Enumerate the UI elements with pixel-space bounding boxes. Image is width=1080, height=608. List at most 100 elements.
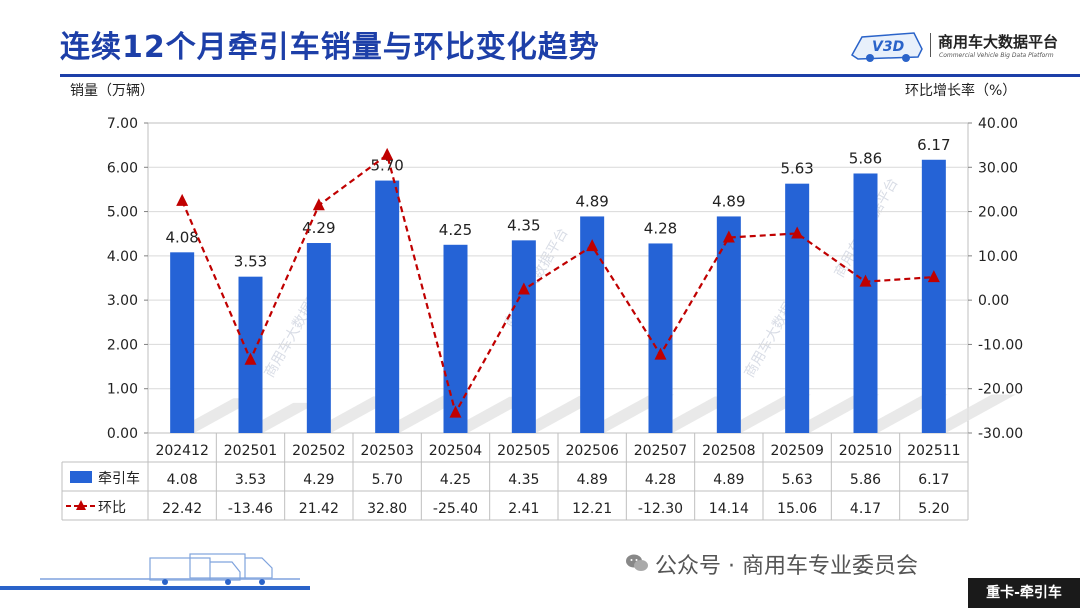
bar-value-label: 6.17: [917, 136, 950, 154]
bar-value-label: 3.53: [234, 253, 267, 271]
bar: [921, 159, 946, 433]
platform-logo: V3D 商用车大数据平台 Commercial Vehicle Big Data…: [848, 25, 1078, 65]
bar-value-label: 5.86: [849, 149, 882, 167]
table-cell-sales: 5.70: [372, 472, 403, 488]
y-tick-label: 6.00: [107, 160, 138, 176]
line-marker: [312, 198, 325, 211]
table-cell-sales: 6.17: [918, 472, 949, 488]
y-tick-label: 2.00: [107, 337, 138, 353]
table-cell-mom: 5.20: [918, 501, 949, 517]
line-marker: [859, 274, 872, 287]
series-line-mom: [181, 153, 934, 416]
bar: [785, 183, 810, 433]
x-category-label: 202412: [155, 443, 208, 459]
bar: [443, 244, 468, 433]
y2-tick-label: 10.00: [978, 249, 1018, 265]
table-cell-sales: 4.08: [167, 472, 198, 488]
plot-area: [147, 122, 969, 434]
wechat-account-text: 公众号 · 商用车专业委员会: [655, 554, 918, 579]
line-marker: [176, 193, 189, 206]
bar-value-label: 4.08: [165, 228, 198, 246]
bar: [170, 252, 195, 433]
table-cell-mom: -25.40: [433, 501, 478, 517]
legend-key-bar: [70, 471, 92, 483]
truck-logo-icon: V3D: [851, 32, 923, 62]
logo-separator: [930, 33, 931, 57]
bar: [716, 216, 741, 433]
bar-value-label: 5.70: [370, 157, 403, 175]
y2-tick-label: 30.00: [978, 160, 1018, 176]
x-category-label: 202504: [429, 443, 483, 459]
table-cell-mom: 15.06: [777, 501, 817, 517]
bar: [648, 243, 673, 433]
table-cell-mom: 32.80: [367, 501, 407, 517]
table-cell-sales: 3.53: [235, 472, 266, 488]
line-marker: [381, 147, 394, 160]
y-axis-title: 销量（万辆）: [70, 83, 154, 99]
table-cell-mom: -13.46: [228, 501, 273, 517]
table-cell-mom: 21.42: [299, 501, 339, 517]
line-marker: [722, 230, 735, 243]
y2-axis-title: 环比增长率（%）: [905, 83, 1017, 99]
table-cell-mom: 14.14: [709, 501, 749, 517]
x-category-label: 202510: [839, 443, 892, 459]
line-marker: [517, 282, 530, 295]
x-category-label: 202505: [497, 443, 550, 459]
y-tick-label: 3.00: [107, 293, 138, 309]
legend-label-line: 环比: [98, 500, 126, 516]
logo-mark-text: V3D: [872, 39, 904, 55]
legend-label-bar: 牵引车: [98, 470, 140, 487]
y2-tick-label: -10.00: [978, 337, 1023, 353]
bar: [511, 240, 536, 433]
table-cell-sales: 4.25: [440, 472, 471, 488]
y2-tick-label: -30.00: [978, 426, 1023, 442]
x-category-label: 202509: [770, 443, 823, 459]
table-cell-mom: 4.17: [850, 501, 881, 517]
line-marker: [654, 347, 667, 360]
category-tag: 重卡-牵引车: [968, 578, 1080, 608]
line-marker: [927, 270, 940, 283]
title-rule: [60, 74, 1080, 77]
table-cell-sales: 5.86: [850, 472, 881, 488]
line-marker: [586, 239, 599, 252]
table-cell-sales: 4.28: [645, 472, 676, 488]
page-title: 连续12个月牵引车销量与环比变化趋势: [60, 30, 600, 65]
line-marker: [791, 226, 804, 239]
x-category-label: 202511: [907, 443, 960, 459]
bar-value-label: 4.25: [439, 221, 472, 239]
bar-value-label: 5.63: [780, 160, 813, 178]
table-cell-mom: 2.41: [508, 501, 539, 517]
logo-name: 商用车大数据平台: [938, 33, 1059, 51]
table-cell-mom: 12.21: [572, 501, 612, 517]
bar: [306, 243, 331, 433]
y-tick-label: 1.00: [107, 382, 138, 398]
table-cell-mom: -12.30: [638, 501, 683, 517]
bar: [375, 180, 400, 433]
y-tick-label: 0.00: [107, 426, 138, 442]
bar-value-label: 4.89: [712, 192, 745, 210]
table-cell-mom: 22.42: [162, 501, 202, 517]
legend-key-marker: [76, 500, 86, 510]
x-category-label: 202503: [360, 443, 413, 459]
bar-value-label: 4.35: [507, 216, 540, 234]
bar: [580, 216, 605, 433]
table-cell-sales: 4.35: [508, 472, 539, 488]
x-category-label: 202506: [565, 443, 619, 459]
line-marker: [449, 405, 462, 418]
y2-tick-label: 20.00: [978, 205, 1018, 221]
line-marker: [244, 352, 257, 365]
bar: [853, 173, 878, 433]
x-category-label: 202507: [634, 443, 687, 459]
table-cell-sales: 4.89: [713, 472, 744, 488]
bar-value-label: 4.89: [575, 192, 608, 210]
y2-tick-label: -20.00: [978, 382, 1023, 398]
table-cell-sales: 4.29: [303, 472, 334, 488]
table-cell-sales: 5.63: [782, 472, 813, 488]
logo-subtitle: Commercial Vehicle Big Data Platform: [939, 52, 1054, 59]
x-category-label: 202501: [224, 443, 277, 459]
y2-tick-label: 40.00: [978, 116, 1018, 132]
y-tick-label: 4.00: [107, 249, 138, 265]
y2-tick-label: 0.00: [978, 293, 1009, 309]
bar-value-label: 4.28: [644, 219, 677, 237]
